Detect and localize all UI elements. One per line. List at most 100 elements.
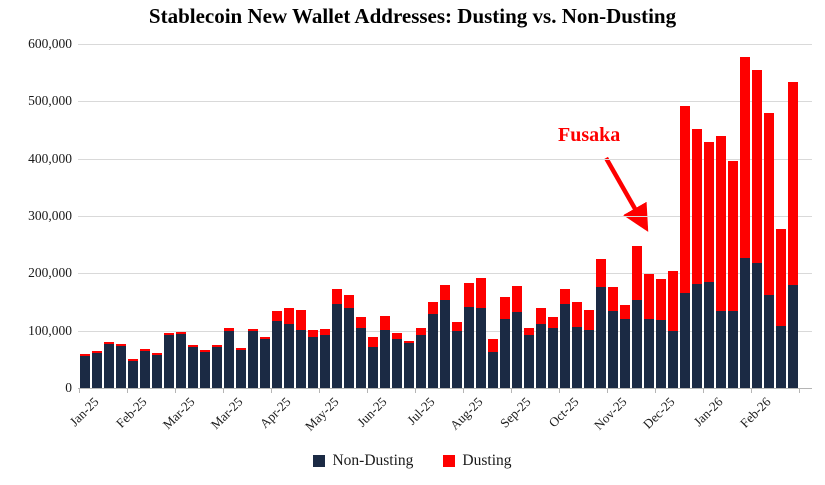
- bar-non-dusting-segment: [692, 284, 702, 388]
- bar-dusting-segment: [656, 279, 666, 320]
- gridline: [78, 216, 812, 217]
- bar-dusting-segment: [356, 317, 366, 328]
- bar-non-dusting-segment: [632, 300, 642, 388]
- gridline: [78, 388, 812, 389]
- x-axis-tick: [463, 388, 464, 393]
- bar-dusting-segment: [632, 246, 642, 300]
- bar-dusting-segment: [752, 70, 762, 263]
- bar-dusting-segment: [440, 285, 450, 300]
- x-axis-tick: [175, 388, 176, 393]
- bar-non-dusting-segment: [248, 331, 258, 388]
- bar-non-dusting-segment: [104, 344, 114, 388]
- bar-dusting-segment: [716, 136, 726, 311]
- bar-dusting-segment: [560, 289, 570, 304]
- x-axis-tick: [799, 388, 800, 393]
- bar-dusting-segment: [404, 341, 414, 343]
- x-axis-label: Dec-25: [639, 394, 678, 432]
- bar-non-dusting-segment: [704, 282, 714, 388]
- x-axis-tick: [703, 388, 704, 393]
- bar-dusting-segment: [788, 82, 798, 285]
- bar-non-dusting-segment: [380, 330, 390, 388]
- bar-dusting-segment: [620, 305, 630, 319]
- chart-title: Stablecoin New Wallet Addresses: Dusting…: [148, 4, 677, 28]
- bar-non-dusting-segment: [440, 300, 450, 388]
- bar-dusting-segment: [428, 302, 438, 314]
- x-axis-tick: [223, 388, 224, 393]
- bar-dusting-segment: [572, 302, 582, 327]
- bar-dusting-segment: [500, 297, 510, 319]
- x-axis-tick: [751, 388, 752, 393]
- bar-non-dusting-segment: [428, 314, 438, 388]
- bar-non-dusting-segment: [200, 352, 210, 388]
- bar-dusting-segment: [776, 229, 786, 326]
- bar-non-dusting-segment: [296, 330, 306, 388]
- y-axis-label: 300,000: [28, 208, 72, 223]
- bar-dusting-segment: [380, 316, 390, 330]
- bar-dusting-segment: [488, 339, 498, 352]
- bar-non-dusting-segment: [716, 311, 726, 388]
- y-axis-label: 100,000: [28, 323, 72, 338]
- bar-non-dusting-segment: [560, 304, 570, 388]
- bar-dusting-segment: [764, 113, 774, 295]
- bar-non-dusting-segment: [80, 356, 90, 388]
- non-dusting-swatch-icon: [313, 455, 326, 467]
- bar-dusting-segment: [344, 295, 354, 308]
- x-axis-label: Mar-25: [207, 394, 246, 432]
- legend-item-non-dusting: Non-Dusting: [313, 452, 413, 470]
- bar-dusting-segment: [416, 328, 426, 335]
- bar-dusting-segment: [296, 310, 306, 330]
- bar-non-dusting-segment: [272, 321, 282, 388]
- x-axis-label: Feb-26: [736, 394, 774, 431]
- bar-non-dusting-segment: [284, 324, 294, 388]
- x-axis-label: Mar-25: [159, 394, 198, 432]
- bar-non-dusting-segment: [464, 307, 474, 388]
- bar-dusting-segment: [116, 344, 126, 346]
- bar-dusting-segment: [248, 329, 258, 331]
- legend-item-dusting: Dusting: [443, 452, 512, 470]
- gridline: [78, 159, 812, 160]
- bar-non-dusting-segment: [212, 347, 222, 388]
- bar-dusting-segment: [212, 345, 222, 347]
- bar-non-dusting-segment: [740, 258, 750, 388]
- bar-dusting-segment: [272, 311, 282, 321]
- bar-dusting-segment: [140, 349, 150, 351]
- bar-dusting-segment: [644, 274, 654, 319]
- bar-dusting-segment: [728, 161, 738, 311]
- bar-non-dusting-segment: [404, 343, 414, 388]
- bar-non-dusting-segment: [596, 287, 606, 388]
- bar-dusting-segment: [236, 348, 246, 350]
- bar-non-dusting-segment: [332, 304, 342, 388]
- bar-non-dusting-segment: [308, 337, 318, 388]
- gridline: [78, 273, 812, 274]
- bar-non-dusting-segment: [572, 327, 582, 388]
- y-axis-label: 0: [65, 380, 72, 395]
- bar-dusting-segment: [92, 351, 102, 353]
- gridline: [78, 44, 812, 45]
- x-axis-label: Aug-25: [446, 394, 486, 433]
- x-axis-tick: [655, 388, 656, 393]
- bar-dusting-segment: [332, 289, 342, 304]
- legend: Non-Dusting Dusting: [0, 452, 825, 470]
- x-axis-label: Apr-25: [256, 394, 294, 431]
- bar-non-dusting-segment: [128, 361, 138, 388]
- bar-dusting-segment: [188, 345, 198, 347]
- x-axis-tick: [559, 388, 560, 393]
- bar-dusting-segment: [104, 342, 114, 344]
- gridline: [78, 101, 812, 102]
- bar-dusting-segment: [200, 350, 210, 352]
- bar-non-dusting-segment: [764, 295, 774, 388]
- bar-non-dusting-segment: [176, 334, 186, 388]
- x-axis-label: Sep-25: [496, 394, 534, 431]
- x-axis-tick: [271, 388, 272, 393]
- bar-dusting-segment: [512, 286, 522, 312]
- bar-dusting-segment: [476, 278, 486, 308]
- bar-dusting-segment: [524, 328, 534, 335]
- x-axis-label: Jan-25: [66, 394, 102, 430]
- x-axis-label: May-25: [301, 394, 342, 434]
- x-axis-label: Nov-25: [590, 394, 630, 433]
- bar-non-dusting-segment: [236, 350, 246, 388]
- bar-non-dusting-segment: [488, 352, 498, 388]
- bar-dusting-segment: [308, 330, 318, 337]
- bar-dusting-segment: [464, 283, 474, 307]
- bar-dusting-segment: [548, 317, 558, 328]
